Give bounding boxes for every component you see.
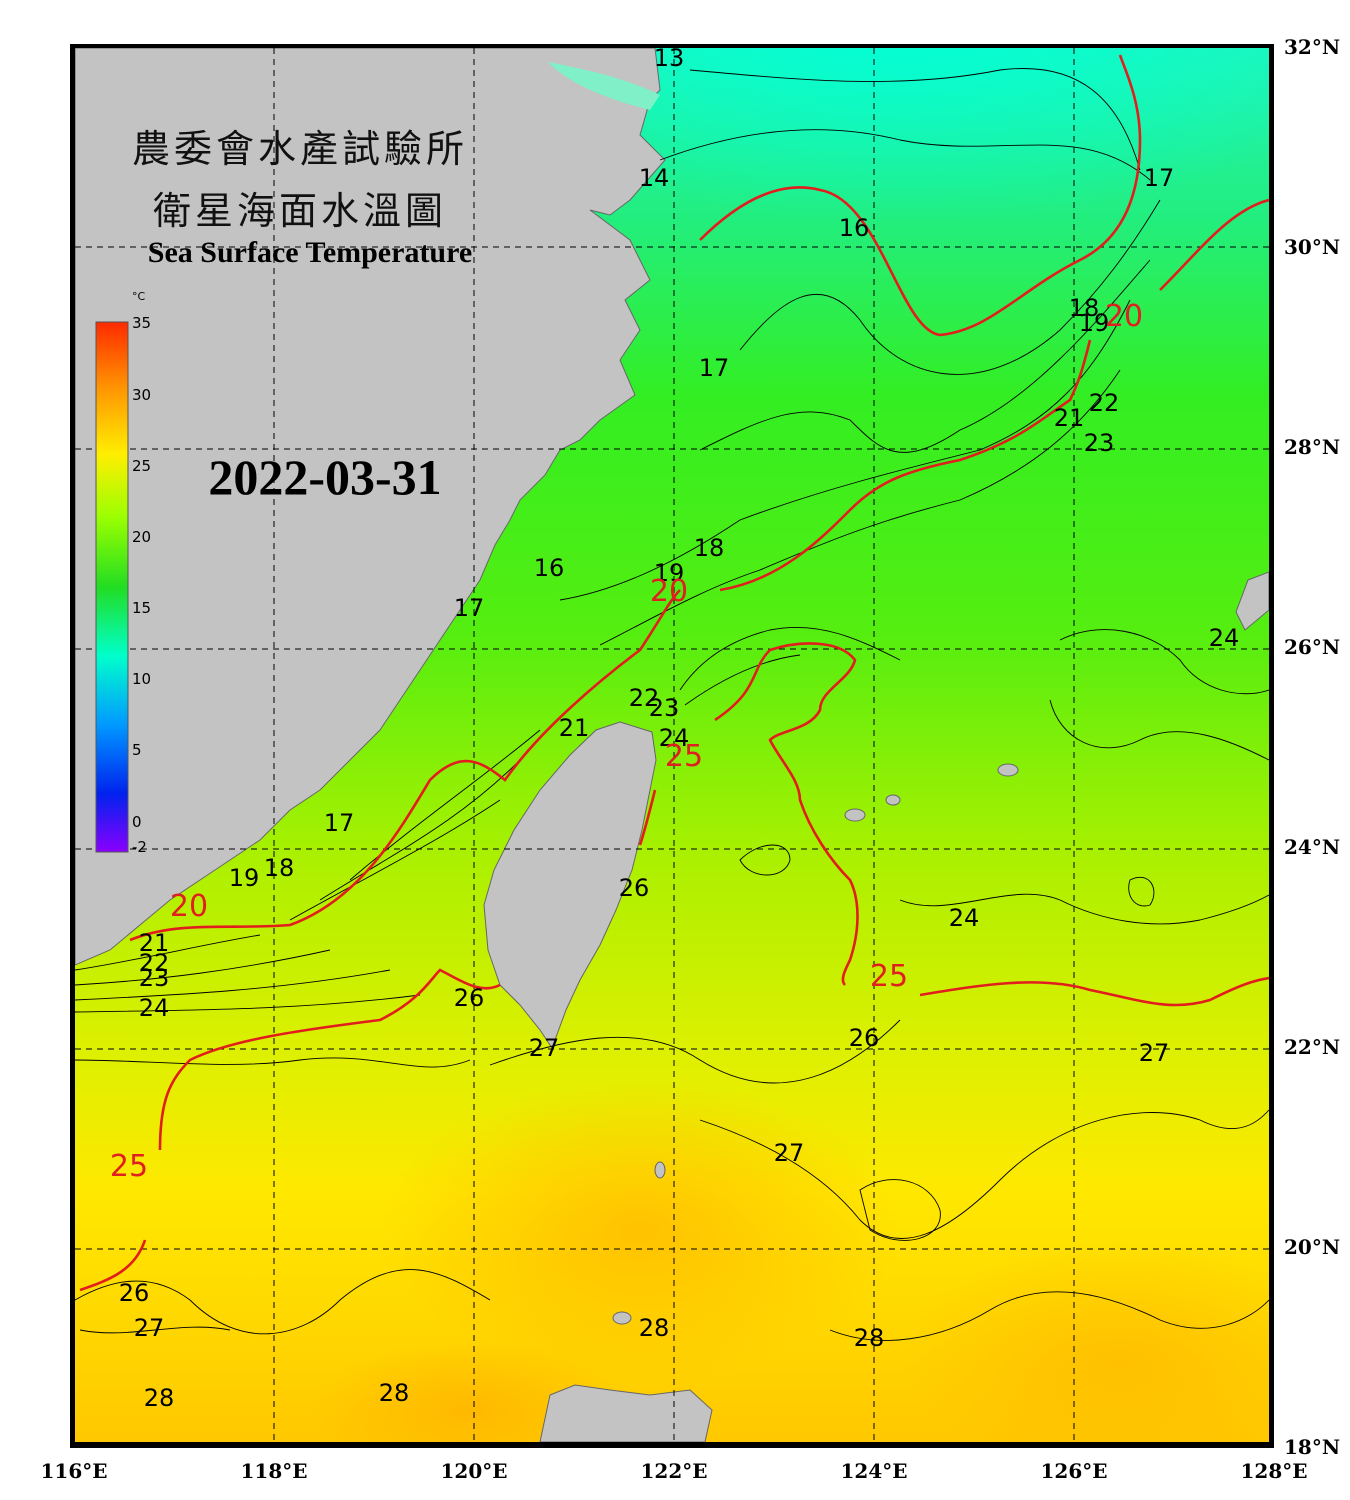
latitude-label: 24°N — [1284, 835, 1340, 859]
colorbar-tick-label: 35 — [132, 314, 152, 332]
isotherm-label: 17 — [699, 354, 730, 382]
colorbar-tick-label: 10 — [132, 670, 152, 688]
isotherm-label-red: 20 — [650, 574, 688, 609]
ryukyu-islands — [1235, 571, 1269, 631]
colorbar-tick-label: 5 — [132, 741, 142, 759]
date-label: 2022-03-31 — [208, 449, 442, 505]
warm-patch-south — [380, 1080, 900, 1380]
isotherm-label: 26 — [454, 984, 485, 1012]
latitude-label: 26°N — [1284, 635, 1340, 659]
latitude-label: 20°N — [1284, 1235, 1340, 1259]
colorbar-tick-label: 30 — [132, 386, 152, 404]
isotherm-label: 28 — [639, 1314, 670, 1342]
isotherm-label: 27 — [1139, 1039, 1170, 1067]
ishigaki-island — [885, 794, 901, 806]
graticule — [75, 48, 1269, 1442]
cold-pool — [480, 48, 1269, 290]
isotherm-label: 23 — [139, 964, 170, 992]
isotherm-label: 19 — [654, 559, 685, 587]
yangtze-estuary — [548, 62, 660, 110]
colorbar-tick-label: 20 — [132, 528, 152, 546]
yaeyama-island — [997, 763, 1019, 777]
isotherm-label: 18 — [264, 854, 295, 882]
isotherm-label: 24 — [949, 904, 980, 932]
isotherm-label: 19 — [1079, 309, 1110, 337]
luzon-land — [539, 1384, 713, 1442]
isotherm-label: 22 — [1089, 389, 1120, 417]
longitude-label: 120°E — [441, 1459, 508, 1483]
isotherm-label: 17 — [454, 594, 485, 622]
isotherm-label: 27 — [774, 1139, 805, 1167]
taiwan-land — [483, 721, 657, 1050]
latitude-label: 32°N — [1284, 35, 1340, 59]
isotherm-label: 18 — [1069, 294, 1100, 322]
isotherm-label: 16 — [839, 214, 870, 242]
latitude-labels: 32°N 30°N 28°N 26°N 24°N 22°N 20°N 18°N — [1284, 35, 1340, 1459]
isotherm-label: 26 — [619, 874, 650, 902]
isotherm-label: 22 — [139, 949, 170, 977]
isotherm-label: 27 — [529, 1034, 560, 1062]
isotherm-label: 21 — [139, 929, 170, 957]
title-zh-line2: 衛星海面水溫圖 — [152, 189, 447, 233]
longitude-label: 128°E — [1241, 1459, 1308, 1483]
isotherm-label: 21 — [559, 714, 590, 742]
isotherm-label: 27 — [134, 1314, 165, 1342]
babuyan-island — [612, 1311, 632, 1325]
longitude-label: 116°E — [41, 1459, 108, 1483]
isotherm-label: 21 — [1054, 404, 1085, 432]
isotherm-label: 23 — [1084, 429, 1115, 457]
latitude-label: 18°N — [1284, 1435, 1340, 1459]
longitude-label: 126°E — [1041, 1459, 1108, 1483]
colorbar-unit: °C — [132, 290, 146, 303]
longitude-label: 118°E — [241, 1459, 308, 1483]
isotherm-label: 24 — [659, 724, 690, 752]
isotherm-label: 13 — [654, 44, 685, 72]
isotherms-thin — [75, 68, 1269, 1341]
isotherm-label: 18 — [694, 534, 725, 562]
isotherms-red — [79, 54, 1269, 1292]
latitude-label: 22°N — [1284, 1035, 1340, 1059]
isotherm-label-red: 25 — [870, 959, 908, 994]
isotherm-label: 17 — [1144, 164, 1175, 192]
isotherm-label: 14 — [639, 164, 670, 192]
isotherm-label: 17 — [324, 809, 355, 837]
isotherm-label-red: 20 — [170, 889, 208, 924]
isotherm-label: 19 — [229, 864, 260, 892]
longitude-labels: 116°E 118°E 120°E 122°E 124°E 126°E 128°E — [41, 1459, 1308, 1483]
miyako-island — [844, 808, 866, 822]
warm-patch-southeast — [900, 1240, 1269, 1442]
mainland-china-land — [75, 48, 666, 966]
latitude-label: 28°N — [1284, 435, 1340, 459]
isotherm-label: 26 — [119, 1279, 150, 1307]
isotherm-label-red: 20 — [1105, 299, 1143, 334]
isotherm-label: 24 — [1209, 624, 1240, 652]
batanes-island — [654, 1161, 666, 1179]
isotherm-label: 28 — [144, 1384, 175, 1412]
longitude-label: 122°E — [641, 1459, 708, 1483]
title-zh-line1: 農委會水產試驗所 — [131, 127, 468, 171]
colorbar-tick-label: -2 — [132, 838, 147, 856]
isotherm-label: 23 — [649, 694, 680, 722]
title-en: Sea Surface Temperature — [147, 236, 473, 269]
colorbar-tick-label: 25 — [132, 457, 152, 475]
isotherm-label-red: 25 — [665, 739, 703, 774]
isotherm-label: 24 — [139, 994, 170, 1022]
isotherm-label: 28 — [854, 1324, 885, 1352]
isotherm-label-red: 25 — [110, 1149, 148, 1184]
latitude-label: 30°N — [1284, 235, 1340, 259]
longitude-label: 124°E — [841, 1459, 908, 1483]
colorbar-tick-label: 15 — [132, 599, 152, 617]
colorbar-tick-label: 0 — [132, 813, 142, 831]
isotherm-label: 28 — [379, 1379, 410, 1407]
isotherm-label: 26 — [849, 1024, 880, 1052]
colorbar — [95, 321, 129, 853]
isotherm-label: 22 — [629, 684, 660, 712]
isotherm-label: 16 — [534, 554, 565, 582]
